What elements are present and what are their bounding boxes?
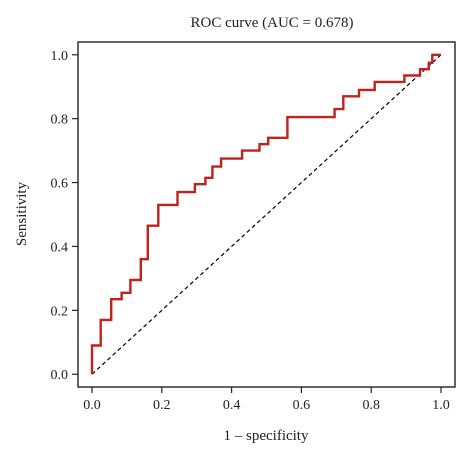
y-tick-label: 0.0: [51, 368, 69, 383]
y-tick-label: 0.2: [51, 304, 69, 319]
x-tick-label: 0.2: [153, 398, 171, 413]
x-tick-label: 0.0: [83, 398, 101, 413]
axes: 0.0 0.2 0.4 0.6 0.8 1.0 0.0 0.2 0.4 0.6 0.8 1.0: [51, 49, 450, 413]
plot-lines: [90, 53, 442, 375]
roc-curve-line: [90, 53, 441, 375]
y-tick-label: 1.0: [51, 49, 69, 64]
x-tick-label: 1.0: [432, 398, 450, 413]
y-axis-label: Sensitivity: [14, 181, 30, 246]
plot-frame: [77, 41, 456, 388]
reference-diagonal-line: [91, 54, 442, 375]
y-tick-label: 0.8: [51, 113, 69, 128]
x-tick-label: 0.6: [293, 398, 311, 413]
y-tick-label: 0.6: [51, 177, 69, 192]
y-tick-label: 0.4: [51, 240, 69, 255]
chart-title: ROC curve (AUC = 0.678): [190, 15, 353, 31]
x-axis-label: 1 – specificity: [224, 428, 309, 444]
x-tick-label: 0.4: [223, 398, 241, 413]
x-tick-label: 0.8: [362, 398, 380, 413]
